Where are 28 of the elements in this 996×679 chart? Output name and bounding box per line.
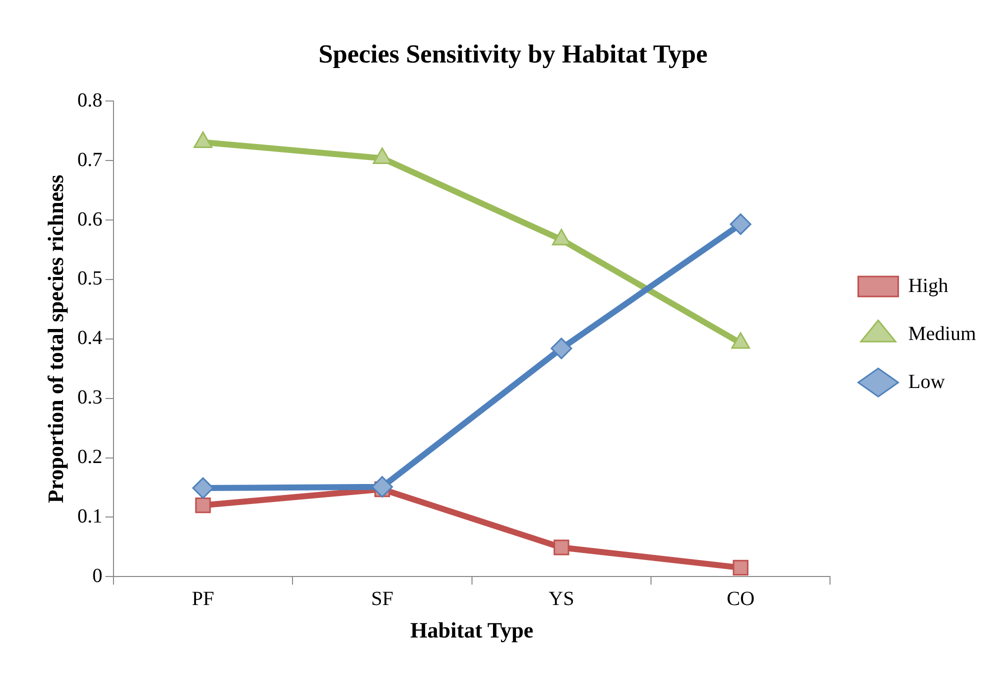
y-tick-label: 0.8 <box>77 89 102 112</box>
y-tick-label: 0.3 <box>77 386 102 409</box>
legend-label: High <box>908 274 948 297</box>
legend-label: Medium <box>908 322 976 345</box>
chart-title: Species Sensitivity by Habitat Type <box>318 39 708 68</box>
point <box>550 338 572 360</box>
y-tick-label: 0.1 <box>77 505 102 528</box>
y-axis-title: Proportion of total species richness <box>42 174 68 504</box>
y-tick-label: 0 <box>92 564 102 587</box>
point <box>371 476 393 498</box>
y-tick-label: 0.5 <box>77 268 102 290</box>
x-tick-label: YS <box>548 588 574 610</box>
point <box>732 560 748 576</box>
point <box>554 540 570 556</box>
point <box>195 497 211 514</box>
point <box>552 228 571 246</box>
y-tick-label: 0.6 <box>77 208 102 230</box>
point <box>194 131 212 148</box>
legend-label: Low <box>908 370 946 393</box>
y-tick-label: 0.4 <box>77 327 102 350</box>
x-tick-label: CO <box>726 588 755 610</box>
point <box>192 477 214 499</box>
x-tick-label: PF <box>192 588 214 610</box>
x-tick-label: SF <box>371 588 394 610</box>
y-tick-label: 0.7 <box>77 148 102 171</box>
x-axis-title: Habitat Type <box>410 617 534 642</box>
y-tick-label: 0.2 <box>77 446 102 468</box>
point <box>731 332 750 349</box>
